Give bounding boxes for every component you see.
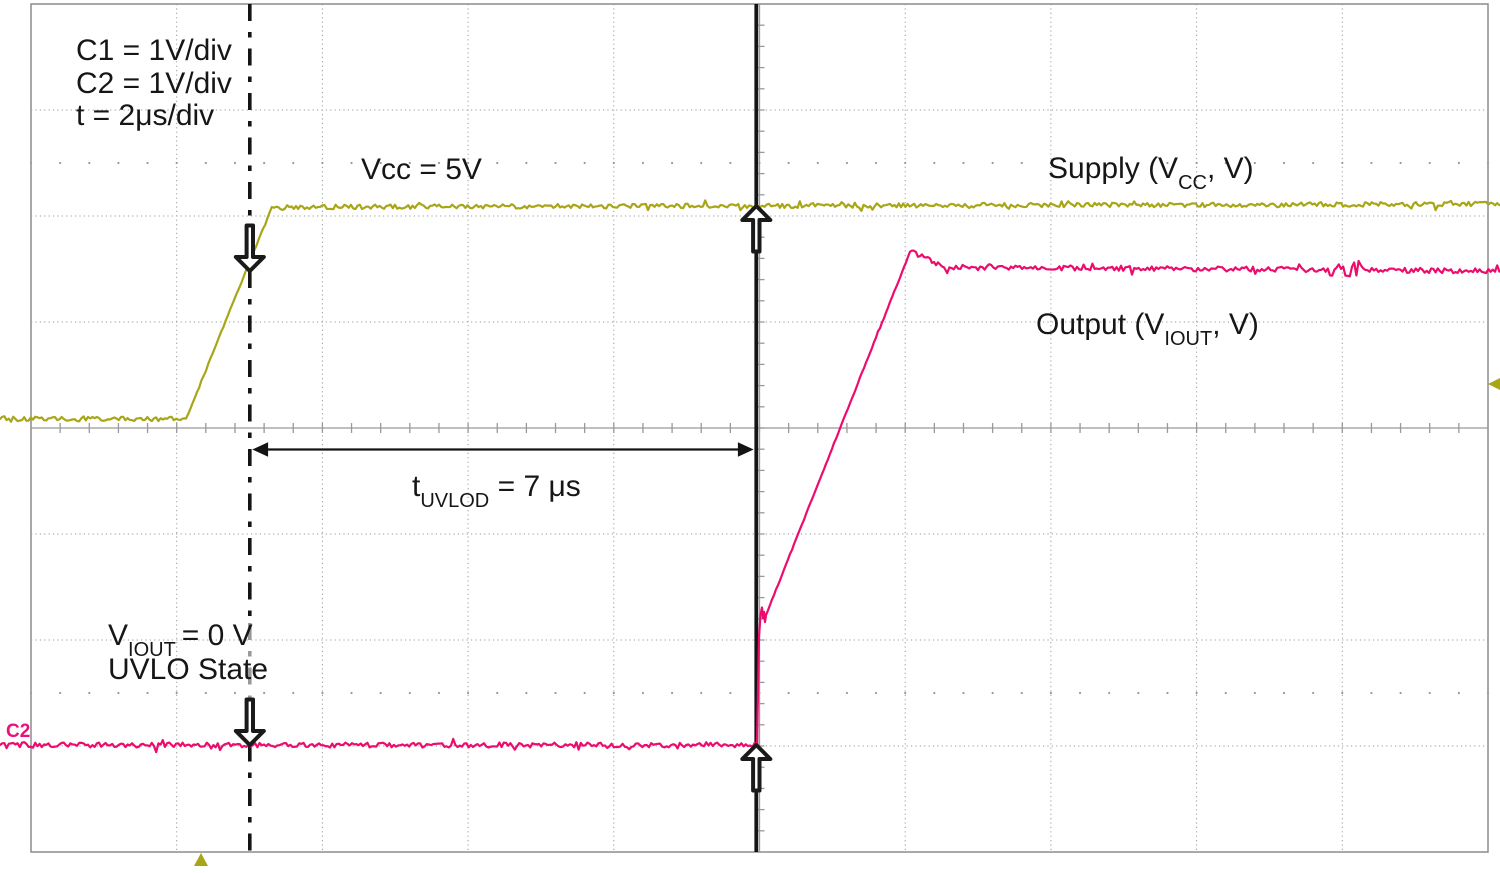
svg-text:Vcc = 5V: Vcc = 5V bbox=[361, 153, 482, 186]
svg-text:t = 2μs/div: t = 2μs/div bbox=[76, 99, 214, 132]
svg-text:C2 = 1V/div: C2 = 1V/div bbox=[76, 67, 232, 100]
svg-text:UVLO State: UVLO State bbox=[108, 653, 268, 686]
svg-text:C2: C2 bbox=[6, 721, 30, 742]
svg-text:C1 = 1V/div: C1 = 1V/div bbox=[76, 34, 232, 67]
